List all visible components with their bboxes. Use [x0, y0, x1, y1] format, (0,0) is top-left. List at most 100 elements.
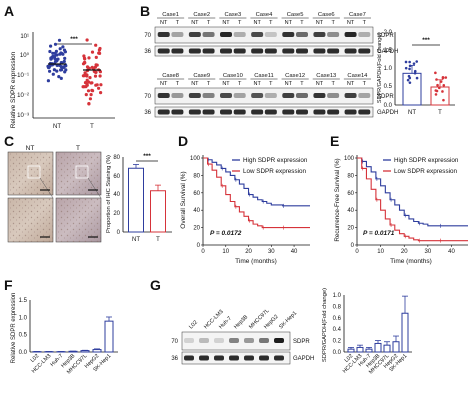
a-y-tick: 10¹ — [20, 34, 29, 40]
g-band-sdpr — [259, 338, 269, 343]
g-bands — [184, 338, 284, 361]
b-lane-label-t: T — [300, 81, 304, 87]
e-pvalue: P = 0.0171 — [363, 230, 395, 237]
a-data-point — [99, 91, 103, 95]
km-curve — [357, 157, 468, 227]
b-bar-point — [442, 84, 446, 87]
bar — [401, 312, 409, 353]
panel-label-g: G — [150, 277, 161, 293]
y-tick-label: 60 — [347, 191, 354, 197]
b-bar-x-tick-t: T — [438, 110, 442, 116]
a-data-point — [87, 56, 91, 60]
x-tick-label: 10 — [377, 249, 384, 255]
b-band-sdpr — [313, 32, 326, 37]
bar — [128, 167, 144, 233]
g-band-sdpr — [229, 338, 239, 343]
b-bar-point — [413, 71, 417, 75]
b-bar-point — [404, 60, 408, 64]
panel-label-e: E — [330, 133, 339, 149]
bar — [150, 190, 166, 233]
a-data-point — [90, 50, 95, 54]
panel-label-b: B — [140, 3, 150, 19]
y-tick-label: 0 — [197, 243, 201, 249]
b-band-sdpr — [264, 93, 277, 98]
g-band-gapdh — [184, 355, 194, 361]
b-band-gapdh — [264, 48, 277, 54]
a-data-point — [87, 80, 91, 84]
b-band-gapdh — [358, 109, 371, 115]
c-bar-y-tick: 40 — [113, 192, 120, 198]
e-x-ticks: 0 10 20 30 40 — [355, 245, 455, 255]
b-marker-70: 70 — [144, 94, 151, 100]
b-band-sdpr — [171, 32, 184, 37]
b-lane-label-t: T — [300, 20, 304, 26]
g-band-label-sdpr: SDPR — [293, 339, 310, 345]
b-band-gapdh — [295, 109, 308, 115]
b-blot-gapdh — [154, 45, 374, 57]
y-tick-label: 40 — [347, 208, 354, 214]
d-legend-low: Low SDPR expression — [243, 168, 306, 175]
c-zoom-line — [39, 177, 54, 199]
b-band-sdpr — [233, 93, 246, 98]
c-zoom-box — [27, 165, 41, 179]
b-bar-point — [441, 90, 444, 93]
panel-a-scatter: Relative SDPR expression 10¹ 10⁰ 10⁻¹ 10… — [10, 32, 115, 130]
a-data-point — [46, 79, 51, 83]
bar — [374, 342, 382, 353]
d-curves — [203, 157, 310, 230]
b-bar-point — [442, 98, 445, 102]
b-band-gapdh — [171, 48, 184, 54]
b-lane-label-nt: NT — [253, 20, 261, 26]
bar — [365, 348, 373, 353]
c-image-label-nt: NT — [26, 145, 35, 152]
g-bars — [347, 295, 409, 353]
a-data-point — [55, 63, 59, 67]
g-band-sdpr — [214, 338, 224, 343]
b-marker-70: 70 — [144, 33, 151, 39]
b-band-sdpr — [202, 32, 215, 37]
b-bar-point — [444, 76, 448, 79]
b-lane-label-t: T — [363, 20, 367, 26]
bar — [430, 86, 450, 106]
x-tick-label: 0 — [355, 249, 359, 255]
b-band-sdpr — [313, 93, 326, 98]
d-x-label: Time (months) — [235, 258, 277, 265]
a-data-point — [85, 65, 90, 69]
b-lane-label-nt: NT — [285, 20, 293, 26]
b-band-sdpr — [188, 32, 201, 37]
a-y-tick: 10⁰ — [20, 52, 30, 59]
b-band-gapdh — [188, 48, 201, 54]
b-band-sdpr — [358, 32, 371, 37]
y-tick-label: 0.4 — [333, 327, 342, 333]
a-significance: *** — [70, 36, 78, 43]
b-case-label: Case12 — [285, 73, 305, 79]
a-data-point — [57, 38, 62, 42]
b-band-sdpr — [344, 93, 357, 98]
b-case-label: Case9 — [193, 73, 210, 79]
bar — [347, 348, 355, 353]
y-tick-label: 0.5 — [19, 333, 28, 339]
b-bar-y-label: SDPR/GAPDH(Fold change) — [377, 33, 383, 103]
bar — [104, 320, 114, 353]
a-y-tick: 10⁻³ — [17, 113, 29, 119]
a-data-point — [83, 57, 87, 61]
panel-label-a: A — [4, 3, 14, 19]
y-tick-label: 0.8 — [333, 304, 342, 310]
y-tick-label: 100 — [344, 156, 355, 162]
c-bar-y-label: Proportion of IHC Staining (%) — [106, 155, 112, 233]
a-data-point — [47, 66, 51, 70]
a-data-point — [48, 49, 52, 54]
a-points-nt — [46, 38, 68, 83]
b-blot-bottom: Case8 NT T Case9 NT T Case10 NT T Case11 NT T Case12… — [144, 73, 398, 118]
b-lane-label-nt: NT — [316, 20, 324, 26]
b-band-gapdh — [220, 48, 233, 54]
b-bar-point — [408, 64, 412, 68]
b-bar-point — [413, 69, 417, 73]
c-ihc-texture — [56, 152, 101, 195]
a-data-point — [53, 42, 58, 46]
a-data-point — [49, 56, 53, 60]
y-tick-label: 0 — [351, 243, 355, 249]
